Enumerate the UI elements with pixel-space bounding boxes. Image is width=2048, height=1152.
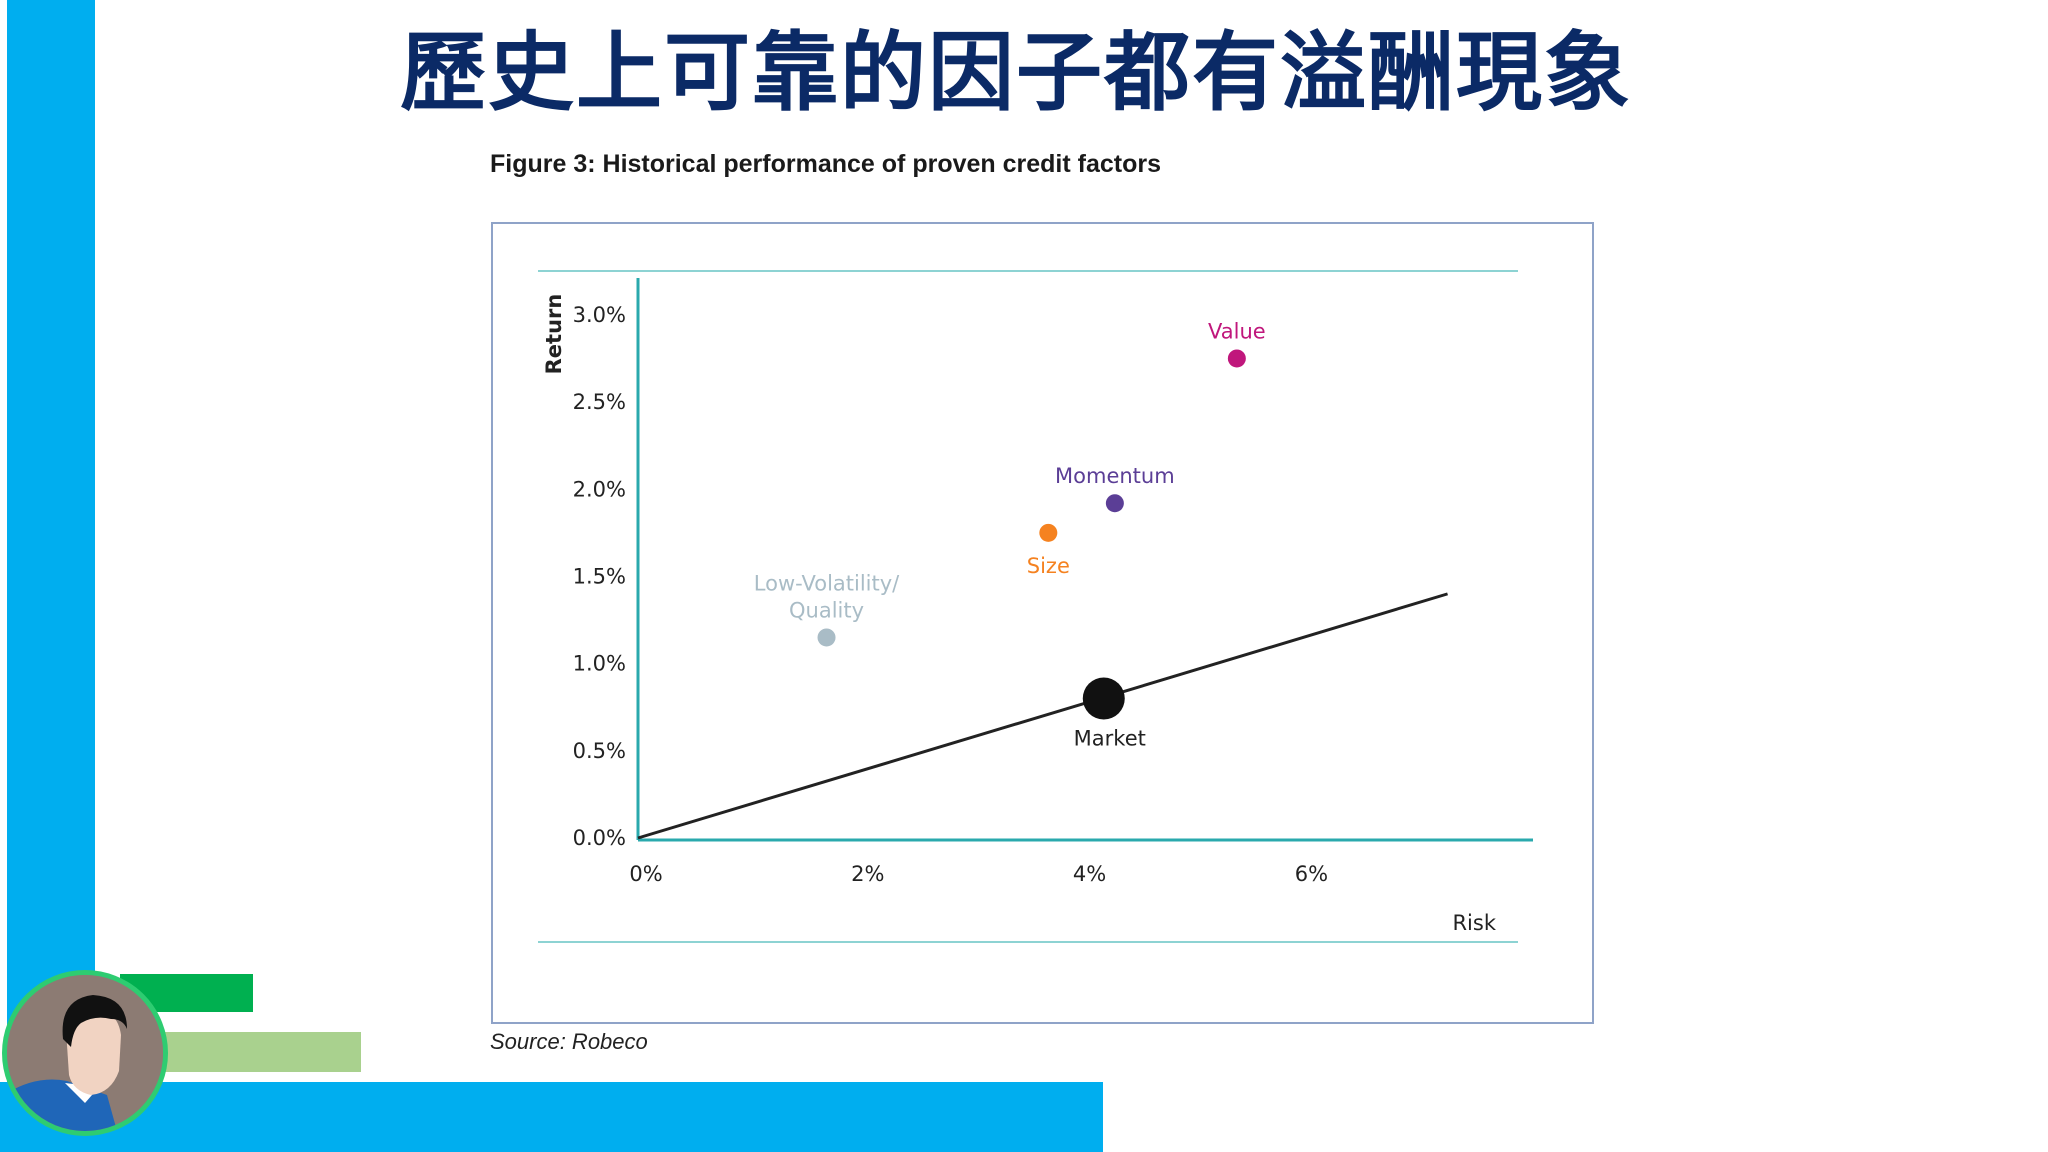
y-tick-label: 2.5% (573, 390, 626, 414)
figure-caption: Figure 3: Historical performance of prov… (490, 150, 1161, 178)
left-accent-bar (7, 0, 95, 1152)
point-low-volatility-quality (817, 628, 836, 647)
point-value (1227, 349, 1246, 368)
scatter-chart: 0.0% 0.5% 1.0% 1.5% 2.0% 2.5% 3.0% 0% 2% 4% 6% Lo… (538, 270, 1533, 943)
data-points: Low-Volatility/Quality Size Momentum Value M… (754, 319, 1266, 750)
axes (636, 278, 1533, 842)
y-tick-label: 2.0% (573, 477, 626, 501)
y-tick-label: 0.0% (573, 826, 626, 850)
slide-title: 歷史上可靠的因子都有溢酬現象 (400, 23, 1632, 123)
presenter-avatar (2, 970, 168, 1136)
y-tick-label: 1.5% (573, 564, 626, 588)
point-label: Quality (789, 598, 864, 622)
point-label: Momentum (1055, 464, 1175, 488)
y-tick-label: 1.0% (573, 652, 626, 676)
x-tick-label: 2% (851, 862, 884, 886)
point-momentum (1105, 494, 1124, 513)
point-label: Market (1074, 727, 1146, 751)
x-tick-label: 4% (1073, 862, 1106, 886)
market-line (637, 592, 1448, 840)
x-axis-label: Risk (1452, 911, 1496, 935)
y-axis-label: Return (542, 294, 566, 375)
x-tick-label: 6% (1295, 862, 1328, 886)
x-tick-label: 0% (629, 862, 662, 886)
point-size (1039, 523, 1058, 542)
light-green-accent-bar (160, 1032, 361, 1072)
source-note: Source: Robeco (490, 1029, 648, 1054)
point-label: Value (1208, 319, 1266, 343)
point-label: Size (1027, 554, 1070, 578)
y-tick-label: 0.5% (573, 739, 626, 763)
point-label: Low-Volatility/ (754, 571, 900, 595)
chart-frame: 0.0% 0.5% 1.0% 1.5% 2.0% 2.5% 3.0% 0% 2% 4% 6% Lo… (491, 222, 1594, 1024)
y-tick-label: 3.0% (573, 303, 626, 327)
bottom-accent-bar (0, 1082, 1103, 1152)
y-tick-labels: 0.0% 0.5% 1.0% 1.5% 2.0% 2.5% 3.0% (573, 303, 626, 850)
x-tick-labels: 0% 2% 4% 6% (629, 862, 1328, 886)
avatar-illustration (7, 975, 163, 1131)
point-market (1082, 677, 1125, 720)
